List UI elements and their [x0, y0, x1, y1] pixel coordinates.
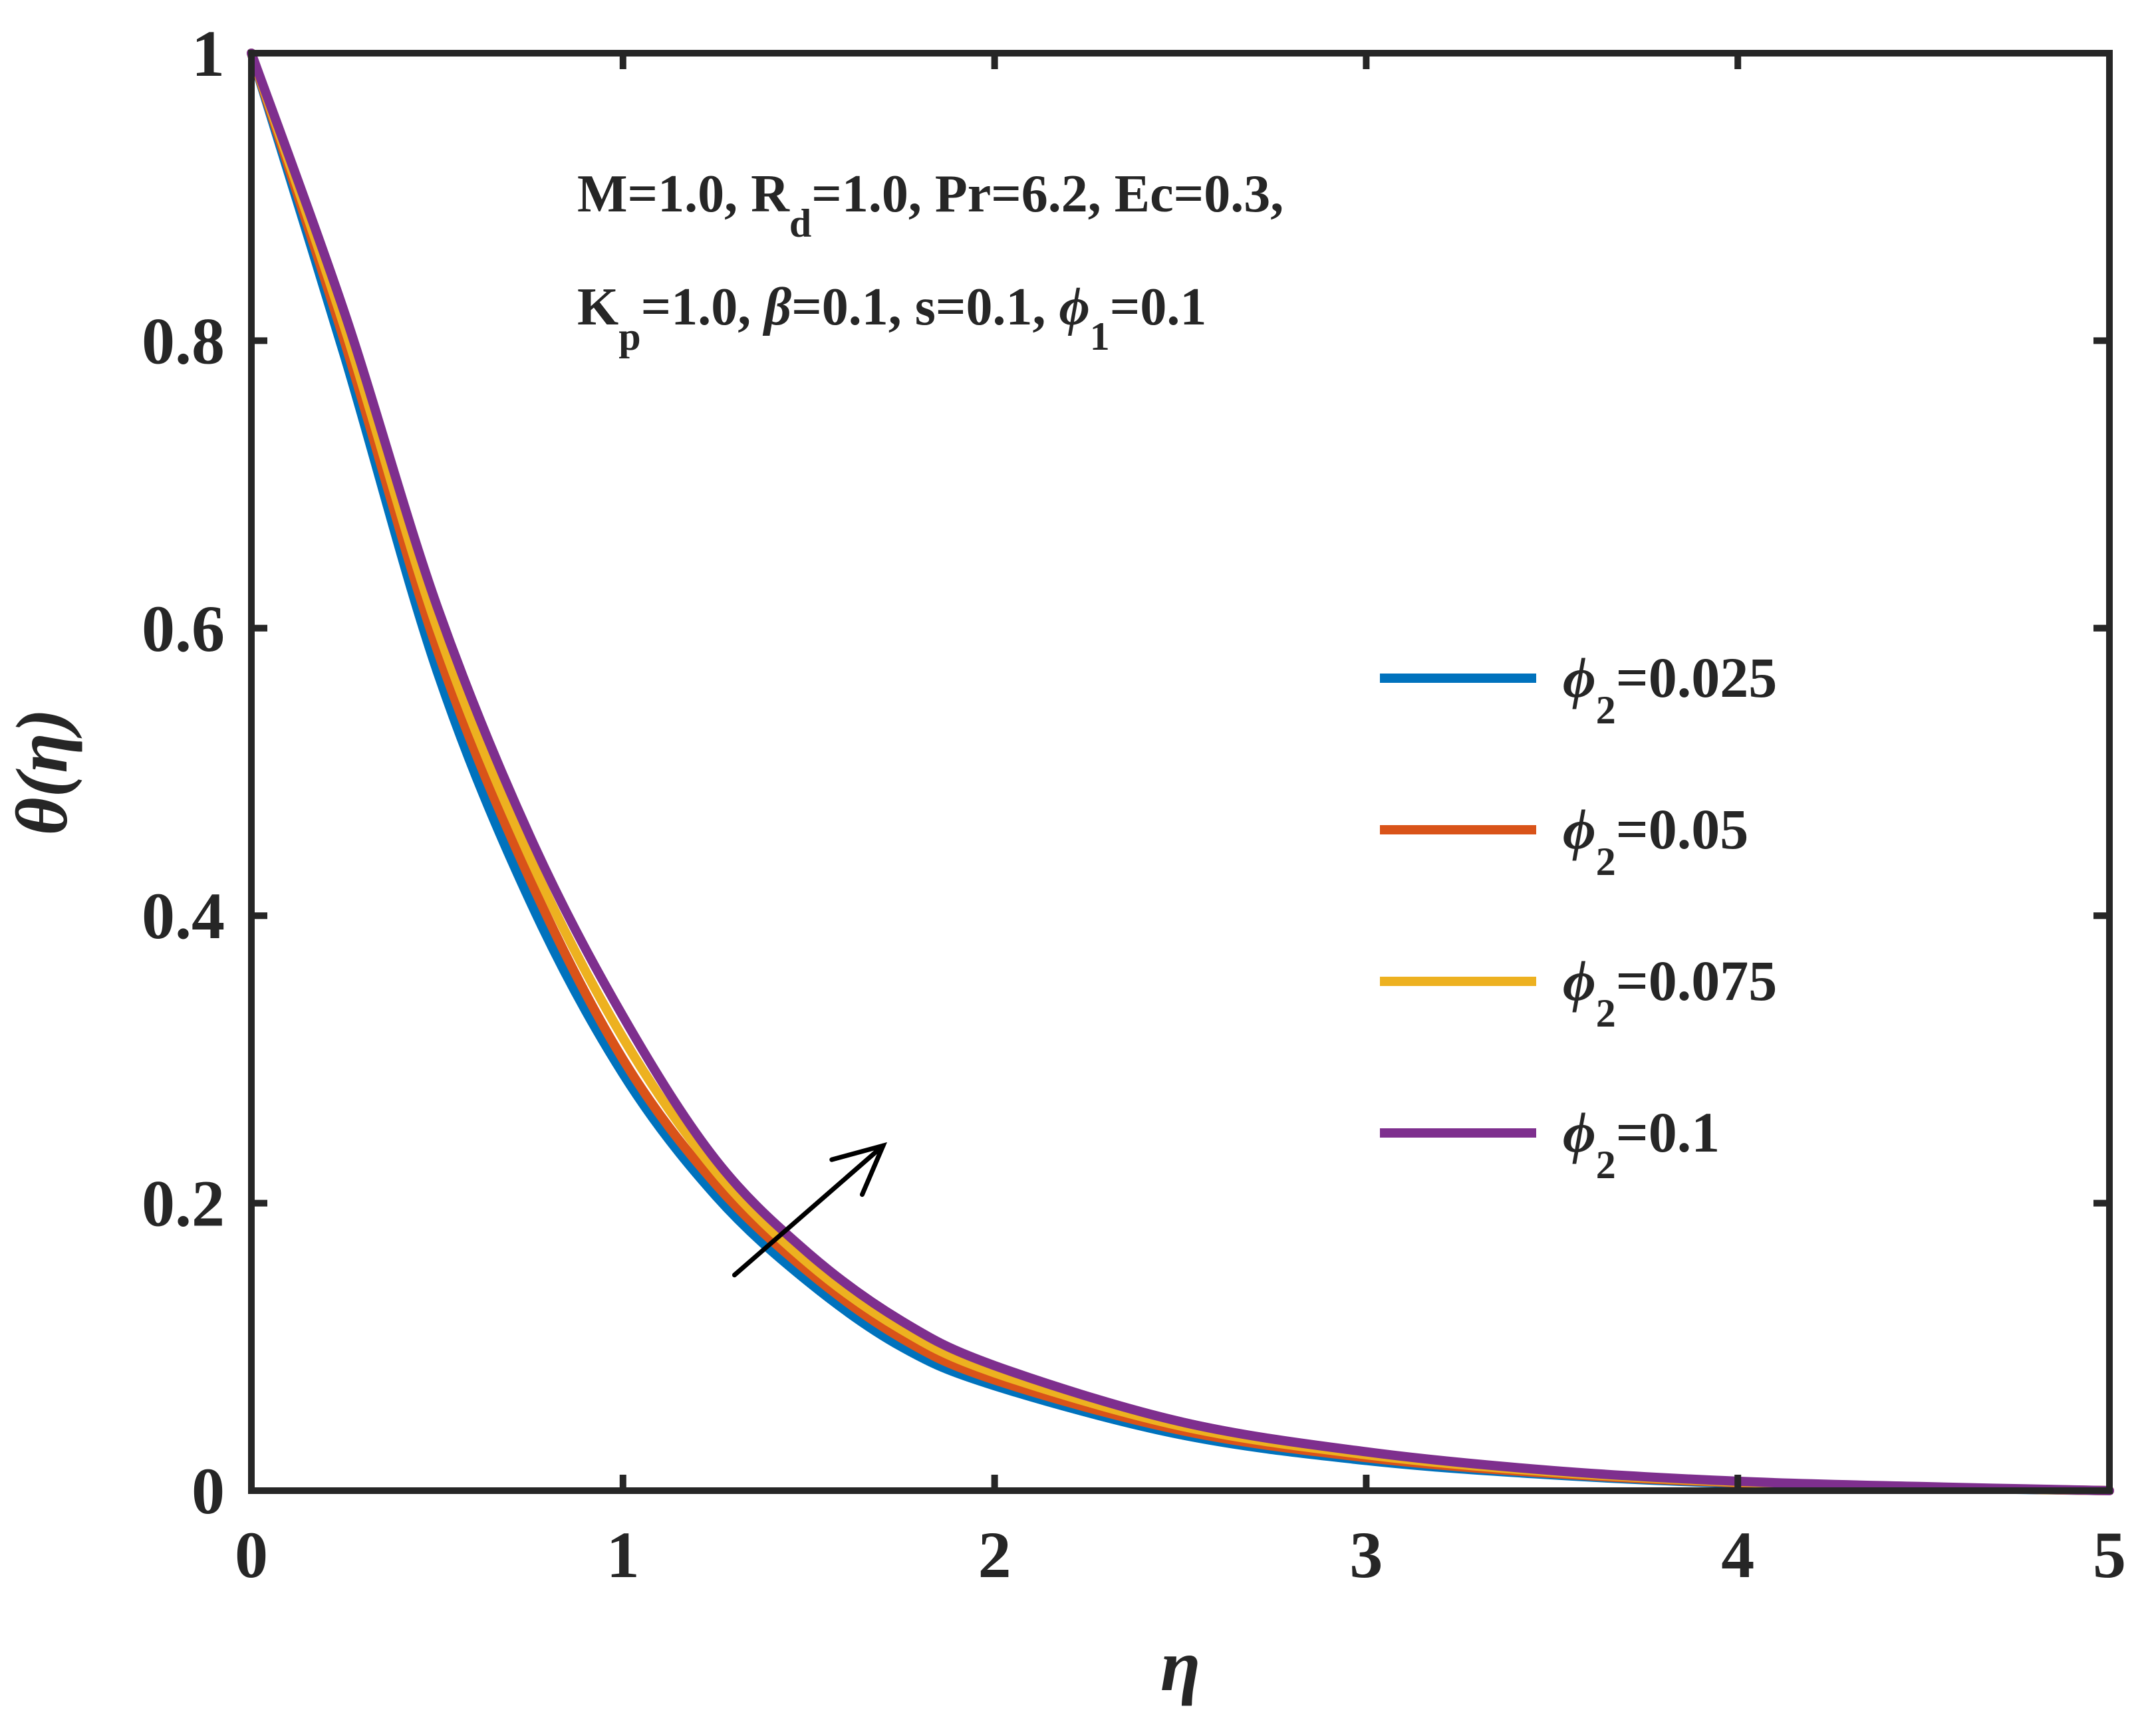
annotation-l2-part2: =1.0, — [641, 278, 765, 336]
series-line-1 — [247, 49, 2114, 1495]
legend-subscript: 2 — [1596, 1143, 1616, 1187]
y-tick-label: 0.8 — [142, 304, 225, 378]
series-line-4 — [247, 49, 2114, 1495]
annotation-line-2: Kp=1.0, β=0.1, s=0.1, ϕ1=0.1 — [577, 278, 1206, 358]
legend-value: =0.1 — [1616, 1100, 1720, 1164]
y-tick-label: 0.6 — [142, 592, 225, 666]
annotation-l1-part2: =1.0, Pr=6.2, Ec=0.3, — [811, 165, 1283, 223]
series-layer — [247, 49, 2114, 1495]
legend-label-2: ϕ2=0.05 — [1563, 797, 1748, 884]
tick-layer: 0 1 2 3 4 5 0 0.2 0.4 0.6 0.8 1 — [142, 17, 2126, 1592]
legend-symbol: ϕ — [1563, 797, 1596, 861]
legend-subscript: 2 — [1596, 991, 1616, 1035]
annotation-l2-part1: K — [577, 278, 618, 336]
legend-value: =0.075 — [1616, 949, 1778, 1013]
series-line-3 — [247, 49, 2114, 1495]
x-tick-label: 0 — [235, 1518, 268, 1592]
legend-label-4: ϕ2=0.1 — [1563, 1100, 1720, 1187]
trend-arrow-line — [732, 1143, 886, 1278]
x-axis-label: η — [1160, 1625, 1200, 1706]
x-tick-label: 5 — [2093, 1518, 2126, 1592]
annotation-l1-part1: M=1.0, R — [577, 165, 790, 223]
x-tick-label: 1 — [606, 1518, 640, 1592]
y-axis-label: θ(η) — [1, 709, 82, 836]
legend-symbol: ϕ — [1563, 1100, 1596, 1164]
y-tick-label: 1 — [192, 17, 225, 90]
x-tick-label: 3 — [1349, 1518, 1383, 1592]
trend-arrow-head — [829, 1142, 888, 1197]
series-line-2 — [247, 49, 2114, 1495]
annotation-l1-sub1: d — [789, 201, 811, 245]
annotation-l2-part4: =0.1 — [1110, 278, 1207, 336]
legend-symbol: ϕ — [1563, 646, 1596, 709]
annotation-l2-sub1: p — [618, 314, 640, 358]
x-tick-label: 4 — [1721, 1518, 1754, 1592]
annotation-l2-sub2: 1 — [1090, 314, 1110, 358]
trend-arrow — [732, 1142, 888, 1278]
legend-symbol: ϕ — [1563, 949, 1596, 1013]
y-tick-label: 0.2 — [142, 1167, 225, 1241]
annotation-l2-beta: β — [762, 278, 791, 336]
legend-subscript: 2 — [1596, 688, 1616, 732]
legend-label-3: ϕ2=0.075 — [1563, 949, 1777, 1035]
x-tick-label: 2 — [978, 1518, 1011, 1592]
annotation-l2-phi: ϕ — [1059, 278, 1090, 336]
plot-frame — [248, 50, 2113, 1494]
legend-subscript: 2 — [1596, 840, 1616, 884]
legend-label-1: ϕ2=0.025 — [1563, 646, 1777, 732]
y-tick-label: 0.4 — [142, 879, 225, 953]
legend-value: =0.025 — [1616, 646, 1778, 709]
y-tick-label: 0 — [192, 1454, 225, 1528]
legend-value: =0.05 — [1616, 797, 1749, 861]
annotation-line-1: M=1.0, Rd=1.0, Pr=6.2, Ec=0.3, — [577, 165, 1283, 245]
annotation-l2-part3: =0.1, s=0.1, — [791, 278, 1059, 336]
